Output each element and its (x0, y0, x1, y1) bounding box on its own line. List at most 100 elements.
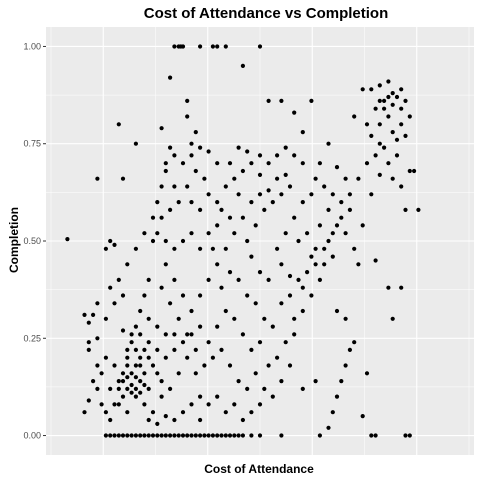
scatter-point (202, 363, 207, 368)
scatter-point (219, 433, 224, 438)
scatter-point (215, 200, 220, 205)
scatter-point (193, 130, 198, 135)
scatter-point (138, 308, 143, 314)
scatter-point (133, 433, 138, 438)
scatter-point (146, 316, 151, 321)
scatter-point (347, 192, 352, 197)
scatter-point (168, 386, 173, 391)
scatter-point (125, 433, 130, 438)
scatter-point (133, 141, 138, 146)
scatter-point (210, 246, 215, 251)
scatter-point (138, 379, 143, 384)
scatter-point (309, 254, 314, 259)
scatter-point (270, 324, 275, 329)
scatter-point (377, 141, 382, 146)
scatter-point (198, 44, 203, 49)
scatter-point (215, 433, 220, 438)
scatter-point (322, 184, 327, 189)
scatter-point (129, 371, 134, 376)
scatter-point (172, 184, 177, 189)
scatter-point (125, 363, 130, 368)
scatter-point (232, 433, 237, 438)
scatter-point (146, 417, 151, 423)
scatter-point (309, 293, 314, 298)
scatter-point (116, 402, 121, 407)
scatter-point (185, 433, 190, 438)
scatter-point (185, 184, 190, 189)
scatter-point (155, 200, 160, 205)
scatter-point (172, 332, 177, 337)
scatter-point (386, 161, 391, 166)
scatter-point (305, 270, 310, 275)
scatter-point (163, 161, 168, 166)
scatter-point (172, 433, 177, 438)
scatter-point (223, 246, 228, 251)
scatter-point (129, 340, 134, 345)
scatter-point (159, 285, 164, 290)
scatter-point (373, 153, 378, 158)
scatter-point (159, 394, 164, 399)
scatter-point (236, 145, 241, 150)
scatter-point (103, 316, 108, 321)
scatter-point (189, 141, 194, 146)
scatter-point (86, 398, 91, 403)
scatter-point (343, 316, 348, 321)
scatter-point (347, 207, 352, 212)
scatter-point (142, 293, 147, 298)
scatter-point (210, 44, 215, 49)
scatter-point (150, 433, 156, 438)
scatter-point (330, 192, 335, 197)
scatter-point (146, 277, 151, 282)
scatter-point (180, 44, 186, 49)
scatter-point (142, 347, 147, 352)
scatter-point (262, 207, 267, 212)
scatter-point (189, 231, 194, 236)
scatter-point (386, 285, 391, 290)
scatter-point (407, 114, 412, 119)
scatter-point (313, 246, 318, 251)
scatter-point (185, 332, 190, 337)
scatter-point (215, 394, 220, 399)
scatter-point (142, 402, 147, 407)
scatter-point (287, 293, 293, 298)
scatter-point (82, 410, 87, 415)
scatter-point (399, 106, 404, 111)
scatter-point (399, 184, 404, 189)
scatter-point (296, 238, 301, 244)
scatter-point (343, 231, 348, 236)
scatter-point (155, 231, 160, 236)
scatter-point (108, 433, 113, 438)
scatter-point (403, 433, 408, 438)
scatter-point (176, 200, 181, 205)
scatter-point (275, 153, 280, 158)
scatter-point (253, 301, 258, 306)
scatter-point (283, 172, 288, 177)
scatter-point (266, 363, 271, 368)
scatter-point (180, 161, 186, 166)
scatter-point (309, 98, 314, 103)
scatter-point (369, 87, 374, 92)
scatter-point (138, 363, 143, 368)
scatter-point (270, 394, 275, 399)
scatter-point (138, 332, 143, 337)
scatter-point (296, 277, 301, 282)
scatter-point (172, 153, 177, 158)
scatter-point (330, 254, 335, 259)
scatter-point (279, 192, 284, 197)
scatter-point (198, 145, 203, 150)
scatter-point (95, 363, 100, 368)
scatter-point (189, 433, 194, 438)
scatter-point (313, 379, 318, 384)
scatter-point (198, 417, 203, 423)
scatter-point (223, 184, 228, 189)
scatter-point (232, 176, 237, 181)
scatter-point (116, 379, 121, 384)
scatter-point (266, 188, 271, 193)
scatter-point (215, 161, 220, 166)
scatter-point (142, 433, 147, 438)
y-tick-label: 0.00 (23, 431, 41, 441)
scatter-point (364, 122, 370, 127)
scatter-point (266, 98, 271, 103)
scatter-point (163, 238, 168, 244)
scatter-point (202, 176, 207, 181)
